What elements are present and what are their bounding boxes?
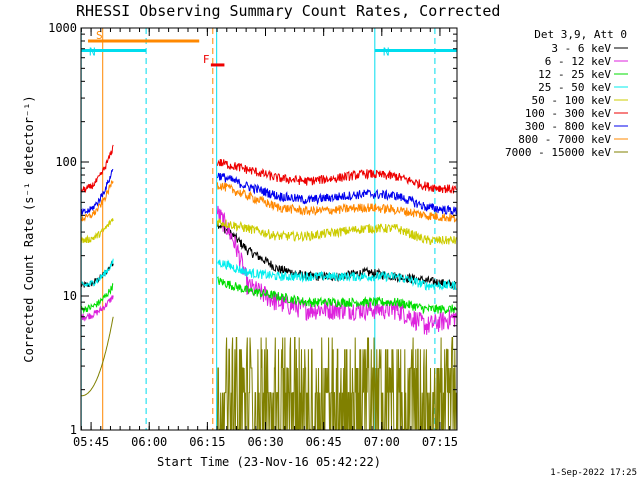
series-path-pre-4 (80, 218, 114, 244)
x-tick-label-0615: 06:15 (189, 435, 225, 449)
series-path-post-8 (216, 337, 457, 430)
flag-label-n-1: N (89, 45, 96, 58)
series-100-300-kev (80, 144, 457, 194)
legend-label-3: 25 - 50 keV (538, 81, 611, 94)
y-tick-label-10: 10 (63, 289, 77, 303)
legend-label-4: 50 - 100 keV (532, 94, 612, 107)
x-tick-label-0700: 07:00 (364, 435, 400, 449)
series-path-post-4 (216, 217, 457, 246)
flag-label-n-2: N (383, 45, 390, 58)
series-path-pre-1 (80, 295, 114, 322)
x-tick-label-0630: 06:30 (247, 435, 283, 449)
series-path-post-5 (216, 158, 457, 194)
series-800-7000-kev (80, 180, 457, 223)
x-axis-label: Start Time (23-Nov-16 05:42:22) (157, 455, 381, 469)
series-6-12-kev (80, 205, 457, 335)
footer-date: 1-Sep-2022 17:25 (550, 468, 637, 478)
series-path-post-2 (217, 276, 457, 315)
series-path-pre-8 (81, 316, 114, 397)
legend-title: Det 3,9, Att 0 (534, 28, 627, 41)
legend-label-0: 3 - 6 keV (551, 42, 611, 55)
series-path-pre-7 (80, 180, 114, 222)
series-path-pre-3 (80, 258, 114, 287)
x-tick-label-0600: 06:00 (131, 435, 167, 449)
plot-frame (80, 27, 458, 431)
y-tick-label-100: 100 (55, 155, 77, 169)
series-path-pre-6 (80, 169, 114, 217)
x-tick-label-0715: 07:15 (422, 435, 458, 449)
legend-label-5: 100 - 300 keV (525, 107, 611, 120)
series-path-pre-0 (80, 261, 114, 288)
series-300-800-kev (80, 169, 457, 217)
series-path-post-3 (217, 259, 457, 291)
series-7000-15000-kev (81, 316, 457, 430)
x-tick-label-0645: 06:45 (306, 435, 342, 449)
series-path-post-7 (216, 182, 457, 223)
series-50-100-kev (80, 217, 457, 246)
y-tick-label-1000: 1000 (48, 21, 77, 35)
series-path-pre-2 (80, 282, 114, 314)
legend-label-7: 800 - 7000 keV (518, 133, 611, 146)
legend-label-8: 7000 - 15000 keV (505, 146, 611, 159)
y-axis-label: Corrected Count Rate (s⁻¹ detector⁻¹) (22, 95, 36, 362)
series-path-pre-5 (80, 144, 114, 193)
flag-label-s-0: S (96, 29, 103, 42)
legend-label-1: 6 - 12 keV (545, 55, 612, 68)
legend-label-2: 12 - 25 keV (538, 68, 611, 81)
x-tick-label-0545: 05:45 (73, 435, 109, 449)
legend-label-6: 300 - 800 keV (525, 120, 611, 133)
series-25-50-kev (80, 258, 457, 291)
series-12-25-kev (80, 276, 457, 315)
series-path-post-6 (216, 172, 457, 215)
flag-label-f-3: F (203, 53, 210, 66)
chart-title: RHESSI Observing Summary Count Rates, Co… (76, 2, 500, 20)
y-tick-label-1: 1 (70, 423, 77, 437)
